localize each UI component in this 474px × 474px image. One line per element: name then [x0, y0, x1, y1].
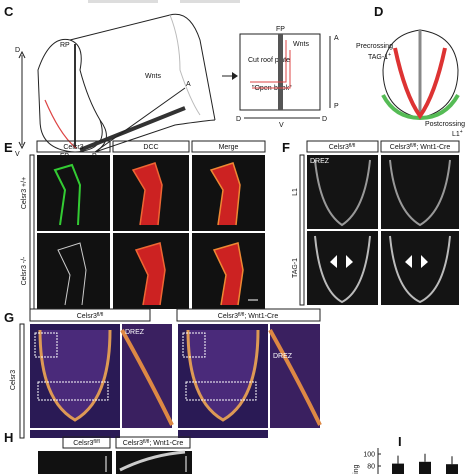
column-header: Celsr3	[63, 144, 83, 151]
column-header: Celsr3fl/fl; Wnt1-Cre	[123, 439, 184, 447]
column-header: Celsr3fl/fl; Wnt1-Cre	[390, 143, 451, 151]
panel-f	[299, 140, 460, 306]
label: Wnts	[145, 73, 161, 80]
axis-label: D	[236, 116, 241, 123]
label: Cut roof plate	[248, 57, 290, 64]
label: DREZ	[273, 353, 293, 360]
axis-label: A	[334, 35, 339, 42]
panel-label: I	[398, 434, 402, 449]
bar-chart: 100 80	[363, 452, 458, 474]
panel-label: E	[4, 140, 13, 155]
axis-label: D	[15, 47, 20, 54]
column-header: DCC	[143, 144, 158, 151]
decoration	[180, 0, 240, 3]
label: Postcrossing	[425, 121, 465, 128]
panel-g	[19, 308, 322, 439]
label: DREZ	[125, 329, 145, 336]
y-tick-label: 80	[367, 464, 375, 471]
axis-label: P	[334, 103, 339, 110]
label: L1+	[452, 129, 463, 138]
panel-label: H	[4, 430, 13, 445]
label: Precrossing	[356, 43, 393, 50]
row-label: Celsr3 +/+	[21, 177, 28, 209]
bar	[392, 463, 404, 474]
row-label: Celsr3 -/-	[21, 256, 28, 285]
y-tick-label: 100	[363, 452, 375, 459]
label: DREZ	[310, 158, 330, 165]
arrow	[232, 72, 238, 80]
column-header: Celsr3fl/fl	[73, 439, 100, 447]
axis-label: A	[186, 81, 191, 88]
bar	[446, 464, 458, 474]
decoration	[88, 0, 158, 3]
column-header: Celsr3fl/fl	[77, 312, 104, 320]
panel-label: G	[4, 310, 14, 325]
panel-h	[38, 436, 192, 474]
panel-label: F	[282, 140, 290, 155]
axis-label: D	[322, 116, 327, 123]
axis-label: V	[15, 151, 20, 158]
column-header: Celsr3fl/fl; Wnt1-Cre	[218, 312, 279, 320]
axis-label: ling	[353, 464, 360, 474]
label: FP	[276, 26, 285, 33]
column-header: Celsr3fl/fl	[329, 143, 356, 151]
crossing-diagram	[381, 29, 460, 121]
label: TAG-1+	[368, 52, 391, 61]
axis-label: V	[279, 122, 284, 129]
column-header: Merge	[219, 144, 239, 151]
panel-e	[29, 140, 266, 310]
label: Wnts	[293, 41, 309, 48]
label: RP	[60, 42, 70, 49]
open-book-diagram	[239, 33, 331, 119]
row-label: Celsr3	[10, 370, 17, 390]
panel-label: C	[4, 4, 14, 19]
row-label: L1	[292, 188, 299, 196]
panel-label: D	[374, 4, 383, 19]
bar	[419, 461, 431, 474]
row-label: TAG-1	[292, 258, 299, 278]
